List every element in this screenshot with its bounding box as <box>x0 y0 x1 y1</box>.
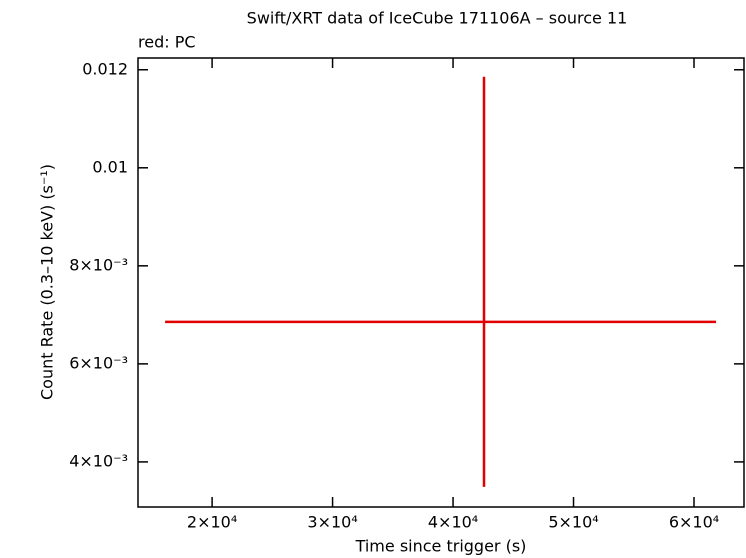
y-tick-label: 8×10⁻³ <box>69 255 128 274</box>
x-tick-label: 6×10⁴ <box>669 513 719 532</box>
x-tick-label: 5×10⁴ <box>548 513 598 532</box>
chart-title: Swift/XRT data of IceCube 171106A – sour… <box>247 9 628 28</box>
chart-subtitle: red: PC <box>138 33 196 52</box>
y-tick-label: 0.01 <box>92 157 128 176</box>
x-axis-label: Time since trigger (s) <box>355 537 527 556</box>
y-tick-label: 6×10⁻³ <box>69 353 128 372</box>
x-tick-label: 2×10⁴ <box>187 513 237 532</box>
y-axis-label: Count Rate (0.3–10 keV) (s⁻¹) <box>38 164 57 400</box>
y-tick-label: 0.012 <box>82 59 128 78</box>
y-tick-label: 4×10⁻³ <box>69 451 128 470</box>
x-tick-label: 3×10⁴ <box>307 513 357 532</box>
x-tick-label: 4×10⁴ <box>428 513 478 532</box>
plot-frame <box>137 57 745 508</box>
